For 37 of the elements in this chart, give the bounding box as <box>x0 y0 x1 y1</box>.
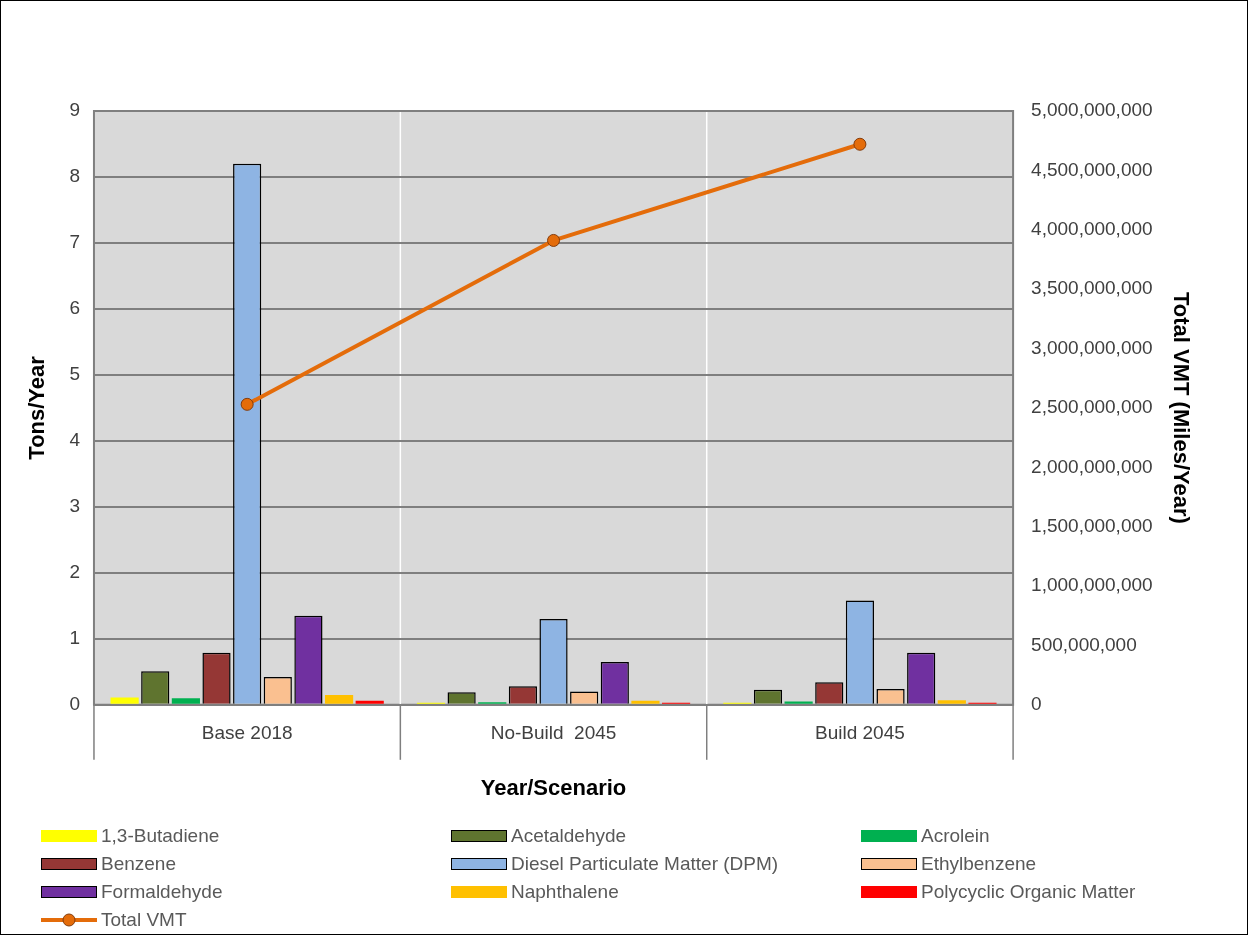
y-tick-label: 3 <box>69 495 80 517</box>
x-tick-label: Build 2045 <box>815 722 905 744</box>
y2-tick-label: 3,000,000,000 <box>1031 336 1153 358</box>
y-tick-label: 8 <box>69 165 80 187</box>
y2-tick-label: 2,000,000,000 <box>1031 455 1153 477</box>
y2-tick-label: 2,500,000,000 <box>1031 396 1153 418</box>
y-tick-label: 4 <box>69 429 81 451</box>
y2-tick-label: 0 <box>1031 693 1042 715</box>
y-tick-label: 6 <box>69 297 80 319</box>
legend-label: Polycyclic Organic Matter <box>921 881 1136 903</box>
legend-label: Total VMT <box>101 909 187 931</box>
y2-tick-label: 4,500,000,000 <box>1031 158 1153 180</box>
y2-tick-label: 5,000,000,000 <box>1031 99 1153 121</box>
y-tick-label: 5 <box>69 363 80 385</box>
y2-tick-label: 500,000,000 <box>1031 633 1137 655</box>
legend-label: Diesel Particulate Matter (DPM) <box>511 853 779 875</box>
y-tick-label: 1 <box>69 627 80 649</box>
y2-tick-label: 1,500,000,000 <box>1031 514 1153 536</box>
legend-label: Ethylbenzene <box>921 853 1037 875</box>
x-axis-title: Year/Scenario <box>480 774 627 800</box>
y-tick-label: 7 <box>69 231 80 253</box>
legend-label: Naphthalene <box>511 881 619 903</box>
y2-tick-label: 4,000,000,000 <box>1031 217 1153 239</box>
y-tick-label: 2 <box>69 561 80 583</box>
legend-label: Benzene <box>101 853 177 875</box>
y2-axis-title: Total VMT (Miles/Year) <box>1168 291 1194 524</box>
y2-tick-label: 1,000,000,000 <box>1031 574 1153 596</box>
legend-label: Acrolein <box>921 825 990 847</box>
x-tick-label: No-Build 2045 <box>490 722 617 744</box>
y-axis-title: Tons/Year <box>24 355 50 460</box>
y-tick-label: 0 <box>69 693 80 715</box>
y2-tick-label: 3,500,000,000 <box>1031 277 1153 299</box>
legend-label: Acetaldehyde <box>511 825 627 847</box>
legend-label: Formaldehyde <box>101 881 223 903</box>
y-tick-label: 9 <box>69 99 80 121</box>
x-tick-label: Base 2018 <box>201 722 293 744</box>
legend-label: 1,3-Butadiene <box>101 825 220 847</box>
